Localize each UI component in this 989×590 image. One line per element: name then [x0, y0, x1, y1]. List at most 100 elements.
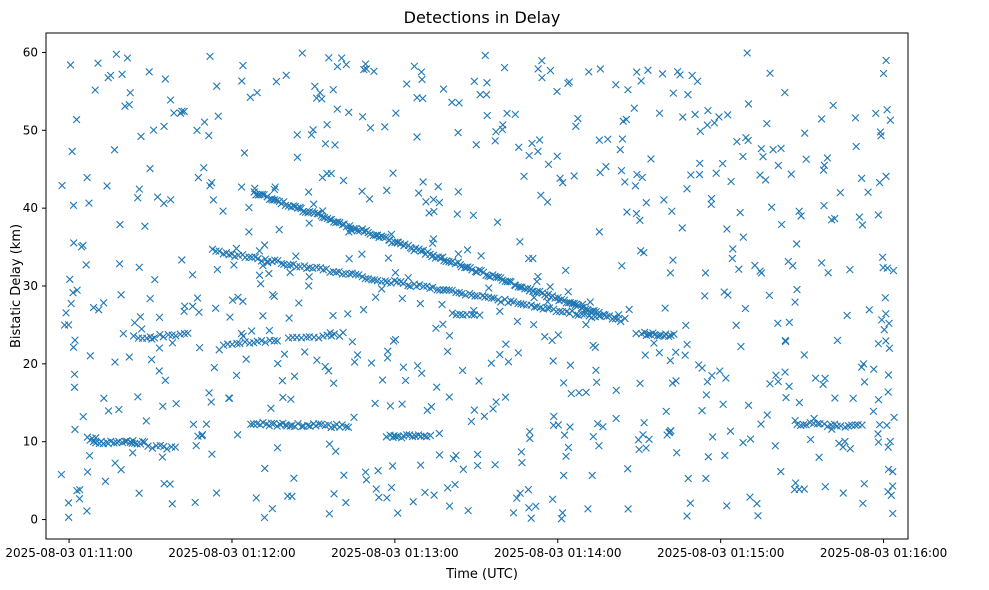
track-b-point: [490, 294, 498, 302]
clutter-point: [402, 80, 411, 88]
clutter-point: [722, 374, 730, 382]
clutter-point: [666, 269, 675, 277]
clutter-point: [800, 129, 809, 137]
track-e-point: [414, 431, 423, 439]
clutter-point: [86, 352, 95, 360]
clutter-point: [588, 471, 597, 480]
clutter-point: [766, 379, 774, 388]
clutter-point: [800, 351, 809, 359]
clutter-point: [511, 110, 520, 119]
clutter-point: [557, 514, 566, 523]
clutter-point: [737, 342, 745, 351]
clutter-point: [439, 85, 448, 93]
clutter-point: [788, 261, 797, 270]
clutter-point: [62, 309, 70, 317]
clutter-point: [744, 401, 753, 410]
clutter-point: [399, 363, 408, 372]
clutter-point: [295, 299, 303, 307]
clutter-point: [200, 118, 209, 126]
clutter-point: [188, 302, 197, 311]
track-b-point: [345, 270, 354, 278]
clutter-point: [602, 162, 610, 171]
clutter-point: [135, 489, 143, 497]
clutter-point: [532, 502, 540, 511]
track-m-point: [657, 331, 665, 339]
clutter-point: [481, 51, 490, 60]
clutter-point: [637, 77, 645, 85]
clutter-point: [333, 105, 342, 113]
track-i-point: [129, 332, 138, 340]
track-c-point: [133, 440, 141, 448]
track-b-point: [361, 274, 370, 283]
clutter-point: [647, 155, 655, 163]
clutter-point: [458, 366, 467, 375]
clutter-point: [166, 480, 174, 488]
clutter-point: [311, 82, 319, 91]
clutter-point: [230, 261, 238, 269]
clutter-point: [305, 219, 314, 227]
clutter-point: [361, 468, 370, 476]
clutter-point: [161, 376, 170, 385]
clutter-point: [342, 60, 351, 69]
clutter-point: [741, 304, 750, 313]
clutter-point: [422, 198, 430, 206]
clutter-point: [263, 258, 272, 267]
clutter-point: [673, 67, 682, 76]
clutter-point: [192, 441, 201, 450]
track-a-point: [489, 271, 497, 279]
clutter-point: [202, 420, 211, 428]
clutter-point: [830, 214, 839, 223]
track-b-point: [433, 286, 441, 294]
y-tick-label-2: 20: [23, 357, 38, 371]
track-a-point: [320, 213, 329, 222]
clutter-point: [142, 417, 151, 425]
track-l-point: [144, 442, 152, 450]
clutter-point: [75, 494, 84, 503]
clutter-point: [769, 145, 777, 154]
clutter-point: [574, 114, 582, 123]
clutter-point: [777, 220, 786, 229]
track-i-point: [171, 332, 180, 340]
clutter-point: [309, 125, 317, 134]
clutter-point: [492, 398, 500, 406]
clutter-point: [666, 356, 675, 365]
clutter-point: [470, 406, 479, 414]
clutter-point: [851, 114, 860, 122]
clutter-point: [155, 344, 164, 352]
track-b-point: [461, 291, 470, 299]
clutter-point: [470, 77, 479, 86]
clutter-point: [362, 476, 371, 484]
clutter-point: [226, 313, 234, 321]
clutter-point: [472, 140, 481, 149]
clutter-point: [260, 464, 269, 473]
clutter-point: [300, 348, 309, 356]
track-b-point: [329, 267, 338, 276]
clutter-point: [64, 513, 73, 522]
clutter-point: [128, 449, 137, 457]
clutter-point: [389, 169, 397, 177]
clutter-point: [875, 178, 884, 187]
clutter-point: [366, 124, 375, 132]
clutter-point: [817, 259, 826, 267]
clutter-point: [360, 65, 368, 74]
clutter-point: [723, 501, 731, 510]
clutter-point: [350, 413, 358, 422]
track-a-point: [463, 263, 472, 271]
clutter-point: [860, 479, 869, 488]
clutter-point: [702, 474, 710, 483]
clutter-point: [889, 266, 898, 275]
clutter-point: [161, 75, 170, 83]
clutter-point: [89, 303, 98, 312]
clutter-point: [701, 269, 710, 277]
clutter-point: [83, 468, 92, 476]
clutter-point: [596, 168, 604, 177]
track-d-point: [246, 420, 255, 429]
clutter-point: [669, 256, 677, 264]
clutter-point: [566, 361, 575, 369]
clutter-point: [191, 498, 199, 507]
clutter-point: [836, 188, 845, 197]
clutter-point: [824, 269, 832, 277]
clutter-point: [871, 109, 880, 118]
clutter-point: [493, 218, 502, 227]
